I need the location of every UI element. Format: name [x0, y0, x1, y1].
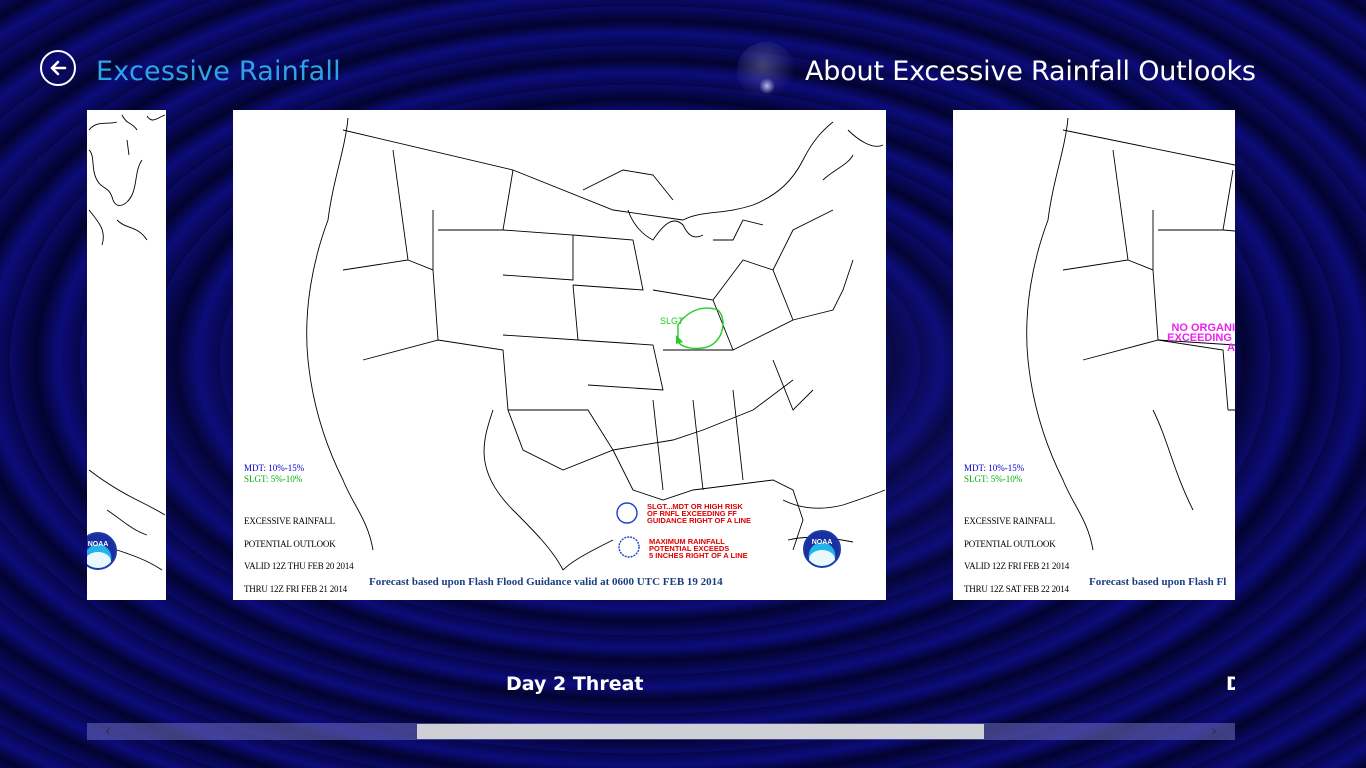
about-outlooks-link[interactable]: About Excessive Rainfall Outlooks	[805, 56, 1256, 87]
forecast-note: Forecast based upon Flash Flood Guidance…	[369, 576, 723, 588]
map-image	[1026, 117, 1235, 551]
map-image	[88, 114, 166, 571]
scroll-right-button[interactable]: ›	[1211, 722, 1217, 740]
legend-slgt: SLGT: 5%-10%	[964, 474, 1023, 484]
scroll-left-button[interactable]: ‹	[105, 722, 111, 740]
header: Excessive Rainfall About Excessive Rainf…	[0, 0, 1366, 110]
legend-slgt: SLGT: 5%-10%	[244, 474, 303, 484]
arrow-left-icon	[50, 60, 67, 76]
outlook-info: EXCESSIVE RAINFALL POTENTIAL OUTLOOK VAL…	[244, 516, 354, 594]
noaa-logo: NOAA	[803, 530, 841, 568]
no-risk-area-text: NO ORGANI EXCEEDING A	[1167, 322, 1235, 354]
outlook-info: EXCESSIVE RAINFALL POTENTIAL OUTLOOK VAL…	[964, 516, 1070, 594]
item-caption-day2: Day 2 Threat	[506, 673, 644, 695]
risk-area-label: SLGT	[660, 316, 684, 326]
legend-mdt: MDT: 10%-15%	[244, 463, 305, 473]
map-image	[306, 117, 886, 571]
flipview[interactable]: NOAA	[87, 110, 1235, 600]
flipview-item-day2[interactable]: SLGT MDT: 10%-15% SLGT: 5%-10% EXCESSIVE…	[233, 110, 886, 600]
app-logo-icon	[737, 42, 795, 100]
scroll-thumb[interactable]	[417, 724, 984, 739]
forecast-note: Forecast based upon Flash Fl	[1089, 576, 1227, 588]
page-title: Excessive Rainfall	[96, 56, 341, 87]
key-max-text: MAXIMUM RAINFALL POTENTIAL EXCEEDS 5 INC…	[649, 537, 748, 560]
legend-mdt: MDT: 10%-15%	[964, 463, 1025, 473]
key-risk-text: SLGT...MDT OR HIGH RISK OF RNFL EXCEEDIN…	[647, 502, 752, 525]
item-caption-day3: D	[1226, 673, 1235, 695]
noaa-logo: NOAA	[87, 532, 117, 570]
horizontal-scrollbar[interactable]: ‹ ›	[87, 723, 1235, 740]
flipview-item-day1[interactable]: NOAA	[87, 110, 166, 600]
flipview-item-day3[interactable]: NO ORGANI EXCEEDING A MDT: 10%-15% SLGT:…	[953, 110, 1235, 600]
back-button[interactable]	[40, 50, 76, 86]
